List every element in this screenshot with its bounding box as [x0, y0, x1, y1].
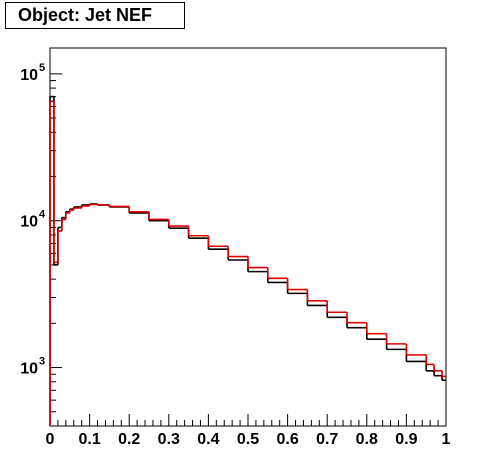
y-tick-label: 10	[20, 67, 38, 84]
x-tick-label: 0.6	[276, 431, 298, 448]
x-tick-label: 0.3	[158, 431, 180, 448]
x-axis: 0 0.1 0.2 0.3 0.4 0.5 0.6 0.7 0.8 0.9 1	[46, 414, 451, 448]
x-tick-label: 0.4	[197, 431, 219, 448]
x-tick-label: 1	[442, 431, 451, 448]
y-tick-label: 10	[20, 214, 38, 231]
y-tick-exponent: 3	[39, 356, 45, 368]
x-tick-label: 0.7	[316, 431, 338, 448]
series-1	[49, 100, 446, 426]
x-tick-label: 0.9	[395, 431, 417, 448]
y-tick-label: 10	[20, 361, 38, 378]
x-tick-label: 0.5	[237, 431, 259, 448]
x-tick-label: 0.8	[356, 431, 378, 448]
chart-title: Object: Jet NEF	[5, 2, 185, 29]
x-tick-label: 0	[46, 431, 55, 448]
y-tick-exponent: 5	[39, 62, 45, 74]
plot-frame	[49, 47, 447, 427]
x-tick-label: 0.2	[118, 431, 140, 448]
series-layer	[49, 95, 446, 426]
x-tick-label: 0.1	[78, 431, 100, 448]
y-tick-exponent: 4	[39, 209, 46, 221]
